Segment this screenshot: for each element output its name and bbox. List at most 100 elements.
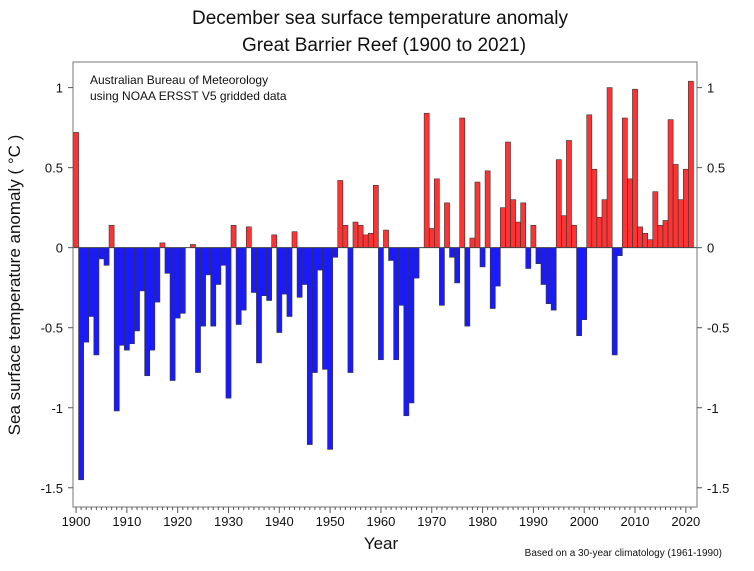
bar-1930 xyxy=(225,247,232,399)
annotation-line-1: Australian Bureau of Meteorology xyxy=(90,73,268,87)
chart-subtitle: Great Barrier Reef (1900 to 2021) xyxy=(242,35,526,56)
bar-1961 xyxy=(383,229,389,248)
bar-1948 xyxy=(317,247,323,271)
bar-1925 xyxy=(200,247,206,327)
y-tick-label-right: 1 xyxy=(707,81,714,96)
bar-1934 xyxy=(245,226,252,248)
x-tick-label: 1910 xyxy=(112,514,141,529)
bar-1942 xyxy=(286,247,293,317)
bar-2016 xyxy=(662,220,669,248)
bar-1911 xyxy=(129,247,135,345)
bar-1931 xyxy=(230,224,237,248)
bar-1989 xyxy=(525,247,532,269)
bar-1952 xyxy=(337,180,344,248)
bars xyxy=(73,80,694,481)
bar-1900 xyxy=(73,132,79,248)
bar-1914 xyxy=(144,247,151,377)
bar-1951 xyxy=(332,247,339,258)
axes: 1 1 0.5 0.5 0 0 -0.5 -0.5 -1 -1 -1.5 -1.5 1900 1910 19… xyxy=(41,81,730,529)
x-tick-label: 2010 xyxy=(621,514,650,529)
bar-2012 xyxy=(642,232,649,248)
bar-1939 xyxy=(271,234,278,248)
bar-1944 xyxy=(296,247,303,298)
bar-1949 xyxy=(322,247,328,370)
bar-1994 xyxy=(550,247,557,311)
bar-1984 xyxy=(500,207,506,248)
bar-2017 xyxy=(667,119,674,248)
y-tick-label-left: 1 xyxy=(56,81,63,96)
y-tick-label-right: -1 xyxy=(707,401,719,416)
bar-1992 xyxy=(540,247,547,285)
bar-2008 xyxy=(621,117,628,248)
bar-1933 xyxy=(240,247,247,311)
bar-2005 xyxy=(606,87,613,248)
bar-1996 xyxy=(561,215,567,248)
bar-1954 xyxy=(347,247,354,373)
bar-1912 xyxy=(134,247,140,332)
bar-1976 xyxy=(459,117,466,248)
bar-2020 xyxy=(682,168,689,248)
bar-1916 xyxy=(154,247,161,303)
bar-1999 xyxy=(576,247,582,337)
y-axis-label: Sea surface temperature anomaly ( °C ) xyxy=(5,135,24,436)
bar-1987 xyxy=(515,221,521,248)
x-tick-label: 2020 xyxy=(671,514,700,529)
bar-1936 xyxy=(256,247,262,364)
y-tick-label-right: 0.5 xyxy=(707,161,725,176)
bar-1938 xyxy=(266,247,272,301)
bar-2015 xyxy=(657,224,664,248)
bar-1982 xyxy=(489,247,496,309)
bar-1990 xyxy=(530,224,537,248)
bar-2000 xyxy=(581,247,588,321)
bar-1983 xyxy=(494,247,501,287)
bar-1997 xyxy=(566,140,572,248)
bar-1909 xyxy=(118,247,125,346)
bar-1902 xyxy=(83,247,90,343)
bar-1967 xyxy=(413,247,420,279)
bar-1979 xyxy=(474,181,481,248)
bar-2019 xyxy=(677,199,684,248)
bar-1920 xyxy=(174,247,181,319)
bar-1978 xyxy=(469,237,476,248)
bar-1985 xyxy=(505,141,511,248)
y-tick-label-right: -1.5 xyxy=(707,481,729,496)
bar-1905 xyxy=(98,247,105,260)
bar-2013 xyxy=(647,239,654,248)
bar-1953 xyxy=(342,224,349,248)
bar-2011 xyxy=(637,226,643,248)
y-tick-label-left: 0 xyxy=(56,241,63,256)
bar-2021 xyxy=(688,80,694,248)
bar-1995 xyxy=(555,159,562,248)
plot-frame xyxy=(72,61,698,508)
bar-1943 xyxy=(291,231,298,248)
bar-1918 xyxy=(164,247,171,274)
bar-1955 xyxy=(352,221,359,248)
bar-2010 xyxy=(632,88,638,248)
y-tick-label-left: -1.5 xyxy=(41,481,63,496)
bar-1975 xyxy=(454,247,460,284)
x-tick-label: 1920 xyxy=(163,514,192,529)
bar-2007 xyxy=(616,247,623,256)
bar-1910 xyxy=(124,247,130,351)
y-tick-label-left: -0.5 xyxy=(41,321,63,336)
x-axis-label: Year xyxy=(364,534,399,553)
x-tick-label: 1900 xyxy=(62,514,91,529)
bar-2009 xyxy=(627,178,633,248)
bar-1941 xyxy=(281,247,288,295)
bar-1906 xyxy=(103,247,110,266)
bar-1966 xyxy=(408,247,415,404)
bar-2006 xyxy=(611,247,618,356)
bar-2004 xyxy=(601,199,608,248)
bar-1991 xyxy=(535,247,542,264)
bar-1903 xyxy=(88,247,95,317)
x-tick-label: 1960 xyxy=(366,514,395,529)
x-tick-label: 2000 xyxy=(570,514,599,529)
bar-1937 xyxy=(261,247,267,296)
bar-1946 xyxy=(306,247,313,445)
bar-1958 xyxy=(367,232,374,248)
bar-1998 xyxy=(571,224,577,248)
bar-2014 xyxy=(652,191,659,248)
bar-1993 xyxy=(545,247,552,305)
bar-1972 xyxy=(439,247,445,306)
bar-1962 xyxy=(388,247,394,261)
